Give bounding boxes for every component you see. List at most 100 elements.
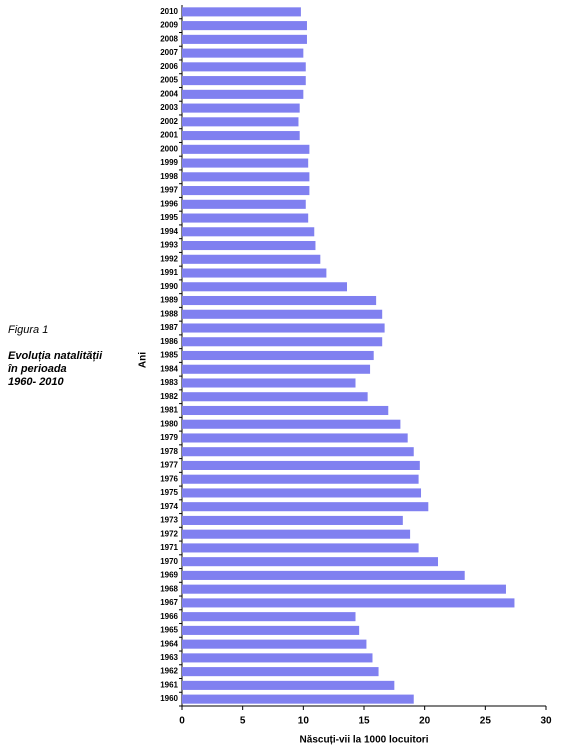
bar xyxy=(182,62,306,72)
x-tick-label: 5 xyxy=(240,716,246,727)
bar xyxy=(182,694,414,704)
y-tick-label: 1977 xyxy=(160,461,178,470)
y-tick-label: 1986 xyxy=(160,337,178,346)
y-tick-label: 2010 xyxy=(160,7,178,16)
y-tick-label: 1967 xyxy=(160,598,178,607)
bar xyxy=(182,144,310,154)
y-tick-label: 1980 xyxy=(160,419,178,428)
y-tick-label: 1979 xyxy=(160,433,178,442)
y-tick-label: 1976 xyxy=(160,474,178,483)
x-tick-label: 25 xyxy=(480,716,492,727)
y-tick-label: 1965 xyxy=(160,626,178,635)
bar xyxy=(182,419,401,429)
x-tick-label: 15 xyxy=(358,716,370,727)
bar xyxy=(182,34,307,44)
y-tick-label: 1969 xyxy=(160,571,178,580)
y-tick-label: 2008 xyxy=(160,34,178,43)
y-tick-label: 2007 xyxy=(160,48,178,57)
y-tick-label: 1961 xyxy=(160,680,178,689)
y-tick-label: 2002 xyxy=(160,117,178,126)
x-tick-label: 30 xyxy=(540,716,552,727)
y-tick-label: 1990 xyxy=(160,282,178,291)
bar xyxy=(182,392,368,402)
bar xyxy=(182,172,310,182)
y-tick-label: 1975 xyxy=(160,488,178,497)
y-tick-label: 1991 xyxy=(160,268,178,277)
bar xyxy=(182,570,465,580)
y-tick-label: 1992 xyxy=(160,254,178,263)
bar xyxy=(182,598,515,608)
y-axis-title: Ani xyxy=(138,352,149,368)
y-tick-label: 1964 xyxy=(160,639,178,648)
bar xyxy=(182,131,300,141)
bar xyxy=(182,405,389,416)
bar xyxy=(182,199,306,209)
bar xyxy=(182,378,356,388)
bar xyxy=(182,241,316,251)
y-tick-label: 1997 xyxy=(160,186,178,195)
y-tick-label: 1987 xyxy=(160,323,178,332)
bar xyxy=(182,460,420,470)
bar xyxy=(182,48,304,58)
y-tick-label: 2006 xyxy=(160,62,178,71)
y-tick-label: 1974 xyxy=(160,502,178,511)
y-tick-label: 1982 xyxy=(160,392,178,401)
y-tick-label: 1999 xyxy=(160,158,178,167)
y-tick-label: 1972 xyxy=(160,529,178,538)
y-tick-label: 1995 xyxy=(160,213,178,222)
y-tick-label: 2003 xyxy=(160,103,178,112)
bar xyxy=(182,158,309,168)
bar xyxy=(182,364,371,374)
y-tick-label: 1973 xyxy=(160,516,178,525)
bar xyxy=(182,337,383,347)
x-tick-label: 0 xyxy=(179,716,185,727)
y-tick-label: 1994 xyxy=(160,227,178,236)
y-tick-label: 1993 xyxy=(160,241,178,250)
y-tick-label: 1968 xyxy=(160,584,178,593)
bar xyxy=(182,557,439,567)
bar xyxy=(182,309,383,319)
y-tick-label: 1962 xyxy=(160,667,178,676)
y-tick-label: 1970 xyxy=(160,557,178,566)
bar xyxy=(182,433,408,443)
bar xyxy=(182,653,373,663)
bar xyxy=(182,667,379,677)
x-axis-title: Născuți-vii la 1000 locuitori xyxy=(300,735,429,746)
y-tick-label: 1963 xyxy=(160,653,178,662)
bar xyxy=(182,584,506,594)
description: 1960- 2010 xyxy=(8,376,65,388)
bar xyxy=(182,350,374,361)
y-tick-label: 1985 xyxy=(160,351,178,360)
bar xyxy=(182,213,309,223)
description: Evoluția natalității xyxy=(8,350,103,362)
bar xyxy=(182,515,403,525)
bar xyxy=(182,625,360,635)
bar xyxy=(182,117,299,127)
y-tick-label: 2000 xyxy=(160,144,178,153)
y-tick-label: 1981 xyxy=(160,406,178,415)
bar xyxy=(182,268,327,278)
y-tick-label: 2004 xyxy=(160,89,178,98)
bar xyxy=(182,502,429,512)
y-tick-label: 1988 xyxy=(160,309,178,318)
bar xyxy=(182,227,315,237)
y-tick-label: 1971 xyxy=(160,543,178,552)
bar xyxy=(182,76,306,86)
x-tick-label: 10 xyxy=(298,716,310,727)
figure-label: Figura 1 xyxy=(8,324,48,336)
bar xyxy=(182,7,301,17)
bar xyxy=(182,89,304,99)
y-tick-label: 1983 xyxy=(160,378,178,387)
y-tick-label: 2009 xyxy=(160,21,178,30)
y-tick-label: 1966 xyxy=(160,612,178,621)
bar xyxy=(182,295,377,306)
bar xyxy=(182,488,422,498)
y-tick-label: 1984 xyxy=(160,364,178,373)
y-tick-label: 1960 xyxy=(160,694,178,703)
bar xyxy=(182,680,395,690)
bar xyxy=(182,186,310,196)
y-tick-label: 1998 xyxy=(160,172,178,181)
y-tick-label: 1996 xyxy=(160,199,178,208)
y-tick-label: 1989 xyxy=(160,296,178,305)
